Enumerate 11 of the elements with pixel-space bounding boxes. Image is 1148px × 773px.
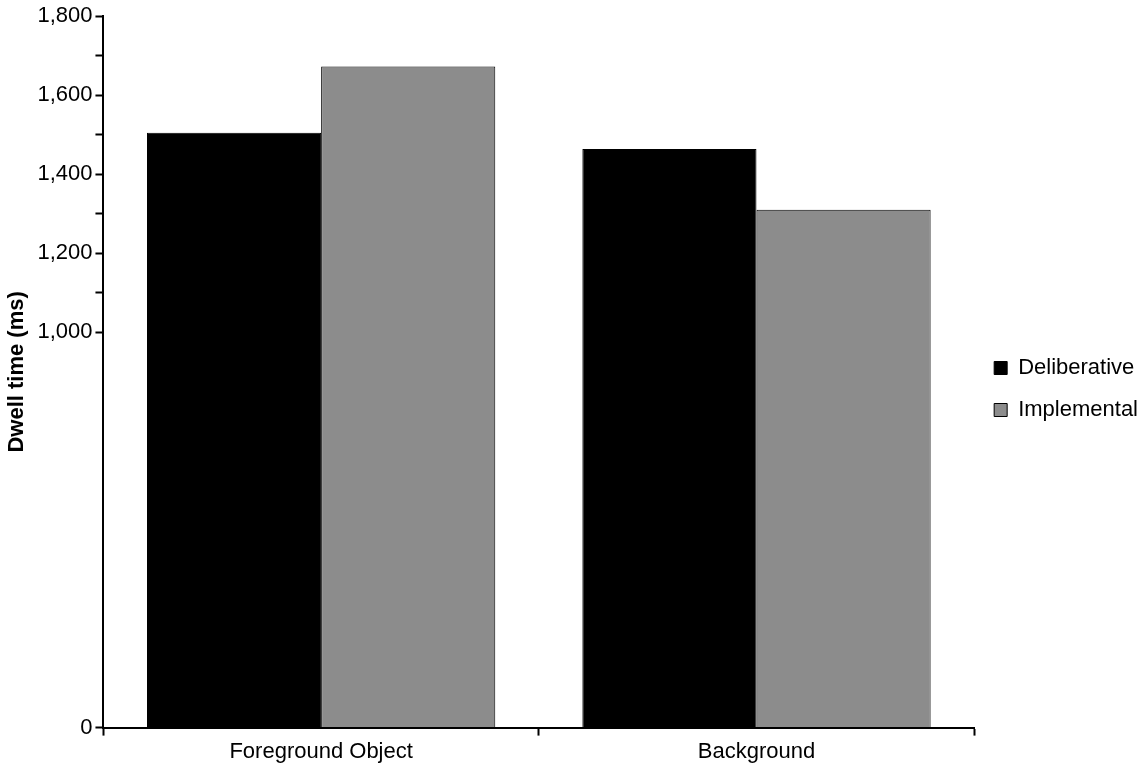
y-tick-label: 0 bbox=[80, 713, 93, 739]
y-axis-title: Dwell time (ms) bbox=[3, 291, 29, 453]
legend-label: Deliberative bbox=[1018, 354, 1135, 380]
y-tick-label: 1,800 bbox=[37, 2, 93, 28]
x-tick-label: Background bbox=[697, 737, 816, 763]
x-tick-label: Foreground Object bbox=[229, 737, 413, 763]
y-tick-label: 1,200 bbox=[37, 239, 93, 265]
legend-label: Implemental bbox=[1018, 396, 1139, 422]
y-tick-label: 1,400 bbox=[37, 160, 93, 186]
y-tick-label: 1,000 bbox=[37, 318, 93, 344]
y-tick-label: 1,600 bbox=[37, 81, 93, 107]
